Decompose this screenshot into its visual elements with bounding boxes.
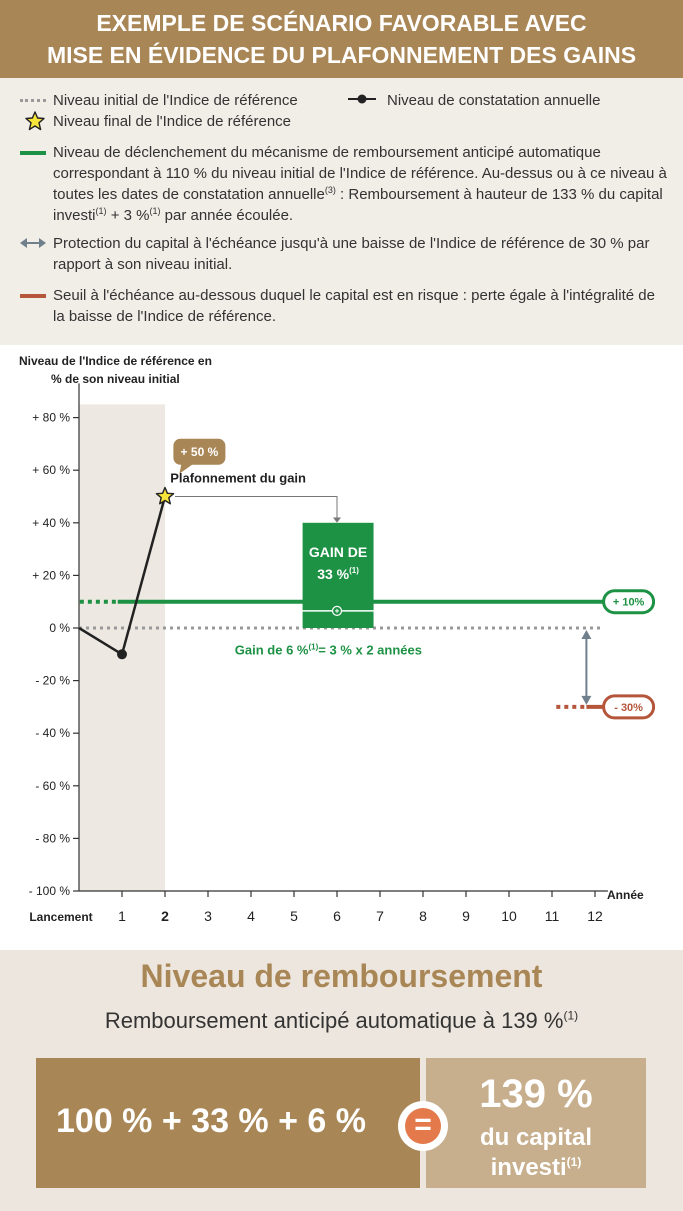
x-tick-label: 3: [204, 908, 212, 924]
result-total-line-2: du capital: [479, 1124, 593, 1151]
page-title-line-2: MISE EN ÉVIDENCE DU PLAFONNEMENT DES GAI…: [46, 42, 637, 68]
legend-trigger-line-1: Niveau de déclenchement du mécanisme de …: [53, 144, 601, 161]
result-title: Niveau de remboursement: [140, 958, 543, 994]
legend-trigger-line-2: correspondant à 110 % du niveau initial …: [53, 165, 667, 182]
legend-annual-observation: Niveau de constatation annuelle: [387, 92, 601, 109]
x-tick-label: 2: [161, 908, 169, 924]
double-arrow-icon: [20, 238, 46, 248]
x-axis-label: Année: [607, 888, 644, 902]
result-total-box: 139 % du capital investi(1): [426, 1058, 646, 1188]
legend-trigger-line-3: toutes les dates de constatation annuell…: [53, 185, 663, 204]
star-icon: [25, 111, 45, 131]
y-axis-label-line-1: Niveau de l'Indice de référence en: [19, 354, 212, 368]
gain-box-line-2: 33 %(1): [317, 566, 359, 582]
result-equation: 100 % + 33 % + 6 %: [56, 1102, 366, 1140]
page-title-line-1: EXEMPLE DE SCÉNARIO FAVORABLE AVEC: [96, 10, 587, 36]
x-tick-label: 1: [118, 908, 126, 924]
x-tick-label: 11: [545, 908, 560, 924]
legend-risk-line-2: la baisse de l'Indice de référence.: [53, 308, 277, 325]
chart-svg: - 100 % - 80 % - 60 % - 40 % - 20 % 0 % + 20 %…: [19, 354, 656, 924]
y-tick-label: - 60 %: [35, 779, 70, 793]
y-tick-label: - 40 %: [35, 726, 70, 740]
result-total-percent: 139 %: [479, 1072, 593, 1116]
legend-risk-line-1: Seuil à l'échéance au-dessous duquel le …: [53, 287, 655, 304]
legend-final-level: Niveau final de l'Indice de référence: [53, 113, 292, 130]
cap-connector: [175, 496, 338, 521]
y-tick-label: + 40 %: [32, 516, 70, 530]
result-panel: Niveau de remboursement Remboursement an…: [0, 950, 683, 1211]
gain-box-line-1: GAIN DE: [309, 544, 367, 560]
y-tick-label: - 80 %: [35, 831, 70, 845]
protection-arrow-head-up: [581, 630, 592, 639]
x-tick-label: Lancement: [29, 910, 92, 924]
equals-badge: =: [398, 1101, 448, 1151]
peak-bubble-label: + 50 %: [181, 445, 219, 459]
final-level-star: [155, 486, 175, 505]
legend-protection-line-1: Protection du capital à l'échéance jusqu…: [53, 235, 650, 252]
dotted-line-icon: [20, 99, 46, 102]
legend-initial-level: Niveau initial de l'Indice de référence: [53, 92, 298, 109]
data-point: [117, 649, 127, 660]
y-tick-label: + 60 %: [32, 463, 70, 477]
chart: - 100 % - 80 % - 60 % - 40 % - 20 % 0 % + 20 %…: [0, 345, 683, 950]
x-tick-label: 4: [247, 908, 255, 924]
x-tick-label: 9: [462, 908, 470, 924]
protection-arrow-head-down: [581, 695, 592, 705]
y-tick-label: - 100 %: [29, 884, 71, 898]
peak-bubble-tail: [179, 463, 194, 474]
equals-icon: =: [405, 1108, 441, 1144]
y-tick-label: 0 %: [49, 621, 70, 635]
y-tick-label: + 20 %: [32, 568, 70, 582]
green-line-icon: [20, 151, 46, 155]
x-tick-label: 6: [333, 908, 341, 924]
gain-note: Gain de 6 %(1)= 3 % x 2 années: [235, 642, 422, 657]
x-tick-label: 8: [419, 908, 427, 924]
risk-tag-label: - 30%: [614, 702, 643, 714]
trigger-tag-label: + 10%: [613, 597, 645, 609]
x-tick-label: 12: [587, 908, 603, 924]
result-subtitle: Remboursement anticipé automatique à 139…: [104, 1008, 579, 1033]
risk-tag-box: [602, 694, 656, 720]
peak-bubble: [173, 438, 226, 465]
legend: Niveau initial de l'Indice de référence …: [0, 78, 683, 345]
trigger-tag-box: [602, 589, 656, 615]
x-tick-label: 5: [290, 908, 298, 924]
y-tick-label: + 80 %: [32, 411, 70, 425]
cap-label: Plafonnement du gain: [170, 471, 306, 486]
result-total-line-3: investi(1): [490, 1154, 582, 1181]
legend-trigger-line-4: investi(1) + 3 %(1) par année écoulée.: [53, 206, 294, 225]
x-tick-label: 7: [376, 908, 384, 924]
shaded-period: [79, 404, 165, 891]
legend-protection-line-2: rapport à son niveau initial.: [53, 256, 233, 273]
x-tick-label: 10: [501, 908, 517, 924]
cap-arrow-head: [333, 517, 341, 523]
result-equation-box: 100 % + 33 % + 6 %: [36, 1058, 420, 1188]
page-header: EXEMPLE DE SCÉNARIO FAVORABLE AVEC MISE …: [0, 0, 683, 78]
red-line-icon: [20, 294, 46, 298]
y-axis-label-line-2: % de son niveau initial: [51, 372, 180, 386]
y-tick-label: - 20 %: [35, 674, 70, 688]
observation-marker-icon: [348, 94, 376, 104]
